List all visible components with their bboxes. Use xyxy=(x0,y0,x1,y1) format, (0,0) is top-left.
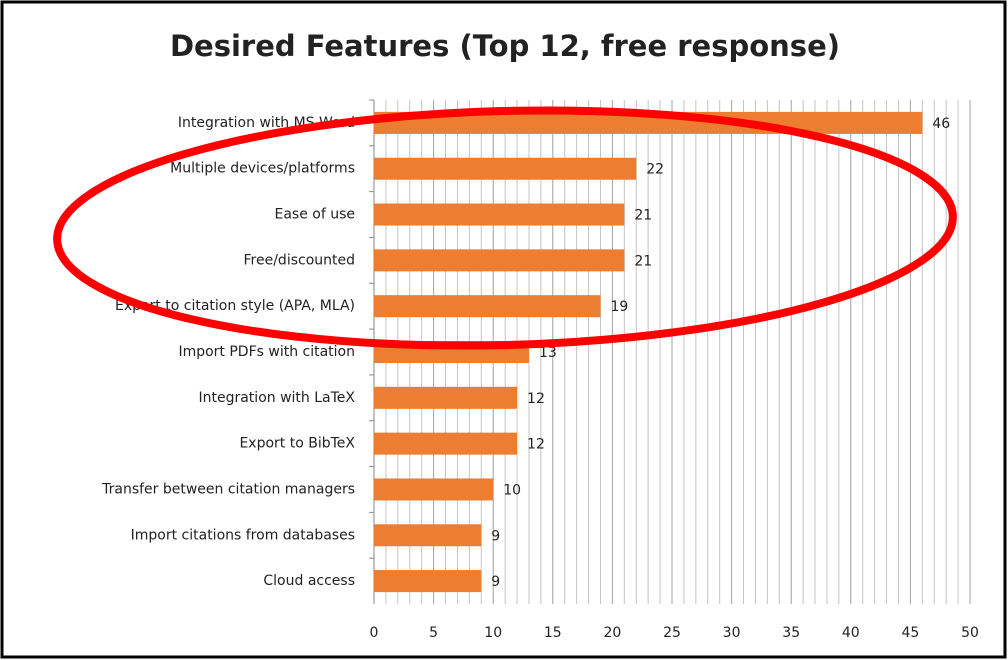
y-tick-label: Integration with LaTeX xyxy=(198,390,355,406)
value-label: 19 xyxy=(610,299,628,315)
value-label: 22 xyxy=(646,162,664,178)
value-label: 9 xyxy=(491,528,500,544)
value-label: 21 xyxy=(634,208,652,224)
value-label: 12 xyxy=(527,391,545,407)
x-tick-label: 50 xyxy=(961,625,979,641)
bar xyxy=(374,570,482,593)
bar xyxy=(374,295,601,318)
bar xyxy=(374,249,625,272)
y-tick-label: Multiple devices/platforms xyxy=(170,161,355,177)
x-tick-label: 25 xyxy=(663,625,681,641)
y-tick-label: Export to citation style (APA, MLA) xyxy=(115,298,355,314)
y-tick-label: Cloud access xyxy=(263,573,355,589)
value-label: 9 xyxy=(491,574,500,590)
y-tick-label: Import citations from databases xyxy=(131,527,355,543)
x-tick-label: 0 xyxy=(370,625,379,641)
highlight-ellipse xyxy=(53,106,957,350)
x-tick-label: 40 xyxy=(842,625,860,641)
value-label: 10 xyxy=(503,482,521,498)
y-tick-label: Ease of use xyxy=(274,207,355,223)
y-tick-label: Export to BibTeX xyxy=(239,436,355,452)
chart-title: Desired Features (Top 12, free response) xyxy=(170,29,840,63)
x-tick-label: 45 xyxy=(901,625,919,641)
bar xyxy=(374,386,518,409)
x-tick-label: 20 xyxy=(603,625,621,641)
value-label: 46 xyxy=(932,116,950,132)
value-label: 12 xyxy=(527,437,545,453)
bar xyxy=(374,203,625,226)
y-tick-label: Transfer between citation managers xyxy=(101,481,355,497)
value-label: 21 xyxy=(634,253,652,269)
value-label: 13 xyxy=(539,345,557,361)
bar xyxy=(374,157,637,180)
bar xyxy=(374,432,518,455)
x-tick-label: 10 xyxy=(484,625,502,641)
x-tick-label: 35 xyxy=(782,625,800,641)
bar xyxy=(374,478,494,501)
x-tick-label: 15 xyxy=(544,625,562,641)
x-tick-label: 30 xyxy=(723,625,741,641)
y-tick-label: Import PDFs with citation xyxy=(178,344,355,360)
x-tick-label: 5 xyxy=(429,625,438,641)
y-tick-label: Free/discounted xyxy=(244,252,356,268)
bar xyxy=(374,524,482,547)
